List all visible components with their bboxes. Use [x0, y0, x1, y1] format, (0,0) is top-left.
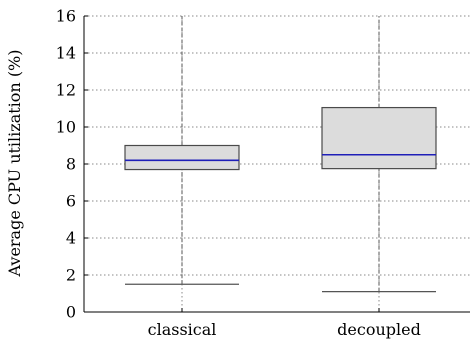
- x-category-label: decoupled: [337, 320, 421, 339]
- y-tick-label: 2: [66, 266, 76, 285]
- y-tick-label: 16: [56, 7, 76, 26]
- y-tick-label: 8: [66, 155, 76, 174]
- box-layer: [124, 106, 437, 171]
- y-tick-label: 14: [56, 44, 76, 63]
- y-tick-label: 12: [56, 81, 76, 100]
- axis-layer: [83, 15, 470, 313]
- y-tick-label: 4: [66, 229, 76, 248]
- y-tick-label: 0: [66, 303, 76, 322]
- y-axis-title: Average CPU utilization (%): [5, 49, 24, 277]
- x-category-label: classical: [148, 320, 217, 339]
- whisker-layer: [125, 16, 436, 293]
- box-decoupled: [321, 106, 437, 170]
- box-classical: [124, 144, 240, 171]
- y-tick-label: 10: [56, 118, 76, 137]
- label-layer: 0 2 4 6 8 10 12 14 16 classical decoupled: [56, 7, 421, 340]
- y-tick-label: 6: [66, 192, 76, 211]
